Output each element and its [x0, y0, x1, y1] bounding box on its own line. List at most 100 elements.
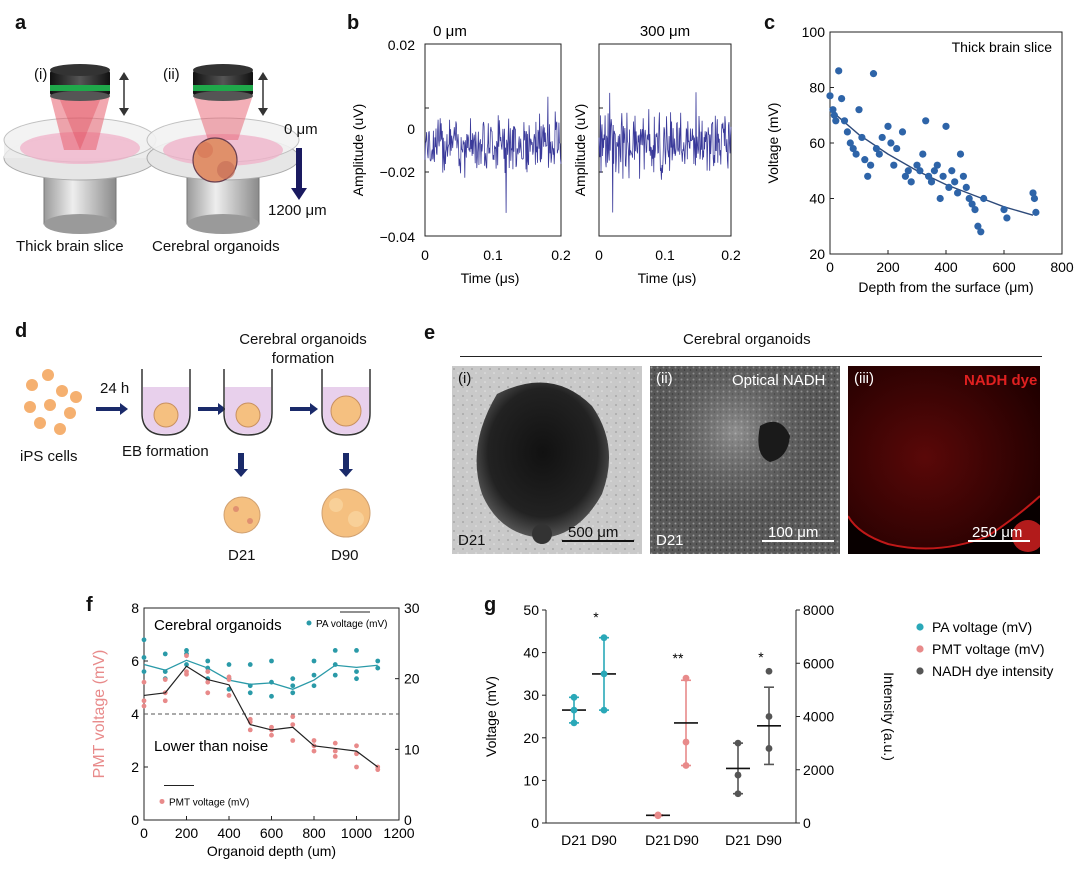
f-pmt-point — [162, 698, 168, 704]
b-xlabel-right: Time (μs) — [638, 270, 697, 286]
c-data-point — [919, 150, 927, 158]
c-data-point — [867, 161, 875, 169]
c-data-point — [942, 122, 950, 130]
g-ytick-right-label: 4000 — [803, 709, 834, 725]
f-pa-point — [184, 662, 189, 667]
f-pa-point — [226, 662, 232, 667]
c-data-point — [878, 133, 886, 142]
f-pa-line — [143, 659, 378, 690]
d-d21: D21 — [228, 547, 256, 564]
f-pmt-point — [332, 748, 338, 754]
c-data-point — [956, 150, 965, 158]
f-pa-point — [269, 693, 274, 699]
f-pa-point — [332, 672, 338, 678]
f-pa-point — [290, 690, 296, 696]
f-ytick-right-label: 0 — [404, 812, 412, 828]
c-data-point — [884, 122, 892, 130]
g-category-label: D90 — [756, 832, 782, 848]
g-legend-label: PA voltage (mV) — [932, 619, 1032, 635]
c-data-point — [832, 117, 840, 125]
panel-d-illustration — [24, 369, 371, 538]
c-data-point — [890, 161, 898, 169]
f-pmt-point — [354, 764, 359, 770]
f-pmt-point — [205, 679, 211, 685]
ips-cells — [24, 369, 82, 435]
f-pa-point — [141, 669, 147, 674]
f-pa-point — [205, 658, 211, 664]
f-ytick-right-label: 30 — [404, 600, 420, 616]
d-title: Cerebral organoids formation — [239, 331, 367, 367]
e-day-ii: D21 — [656, 532, 684, 549]
f-pmt-point — [290, 738, 296, 743]
f-pmt-point — [226, 674, 232, 680]
e-optical-label: Optical NADH — [732, 372, 826, 389]
f-pa-point — [354, 648, 359, 653]
g-data-point — [570, 693, 578, 701]
f-pmt-point — [332, 754, 338, 759]
f-pa-point — [247, 662, 253, 667]
b-ytick-4: −0.04 — [380, 229, 416, 245]
c-data-point — [945, 183, 953, 191]
g-ytick-label: 50 — [523, 602, 539, 618]
f-ytick-label: 0 — [131, 812, 139, 828]
d-eb: EB formation — [122, 443, 209, 460]
f-ytick-right-label: 20 — [404, 671, 420, 687]
f-pmt-point — [184, 653, 189, 659]
f-ytick-label: 6 — [131, 653, 139, 669]
panel-label-g: g — [484, 594, 497, 616]
g-data-point — [654, 811, 662, 819]
f-legend-pmt: PMT voltage (mV) — [169, 797, 249, 808]
c-xlabel: Depth from the surface (μm) — [858, 279, 1033, 295]
e-sub-iii: (iii) — [854, 370, 874, 387]
c-data-point — [977, 228, 985, 236]
c-xtick-label: 800 — [1050, 259, 1074, 275]
c-data-point — [838, 95, 846, 103]
b-ytick-2: 0 — [407, 121, 415, 137]
g-legend-marker — [916, 623, 924, 631]
f-pa-point — [247, 690, 253, 696]
g-ytick-right-label: 8000 — [803, 602, 834, 618]
c-data-point — [980, 194, 988, 203]
c-data-point — [933, 161, 941, 169]
g-significance: ** — [673, 650, 684, 666]
c-ytick-label: 80 — [809, 80, 825, 96]
f-pmt-point — [141, 698, 147, 704]
c-data-point — [869, 70, 878, 78]
f-pa-point — [184, 648, 189, 653]
c-data-point — [1030, 194, 1039, 203]
d-d90: D90 — [331, 547, 359, 564]
f-xtick-label: 400 — [217, 825, 241, 841]
f-annotation-top: Cerebral organoids — [154, 617, 282, 634]
b-xtick-l2: 0.2 — [551, 247, 571, 263]
panel-label-c: c — [764, 12, 776, 34]
f-pa-point — [162, 651, 168, 657]
f-pmt-point — [141, 679, 147, 685]
e-day-i: D21 — [458, 532, 486, 549]
depth-top-label: 0 μm — [284, 121, 318, 138]
f-pa-point — [311, 658, 317, 664]
f-xtick-label: 1000 — [341, 825, 372, 841]
f-pa-point — [375, 665, 381, 671]
b-xtick-r1: 0.1 — [655, 247, 675, 263]
g-ytick-label: 20 — [523, 730, 539, 746]
f-pa-point — [290, 676, 296, 682]
f-pmt-point — [162, 677, 168, 682]
e-scale-ii: 100 μm — [768, 524, 819, 541]
b-title-left: 0 μm — [433, 23, 467, 40]
panel-label-b: b — [347, 12, 360, 34]
g-legend-marker — [916, 667, 924, 675]
g-category-label: D21 — [725, 832, 751, 848]
f-pmt-line — [143, 665, 379, 768]
panel-g-chart: 0 10 20 30 40 50 0 2000 4000 6000 8000 Voltage (mV)… — [483, 602, 1053, 848]
c-data-point — [835, 67, 843, 75]
f-pa-point — [269, 658, 274, 664]
label-i: (i) — [34, 66, 48, 83]
c-data-point — [855, 106, 863, 114]
g-legend-label: PMT voltage (mV) — [932, 641, 1045, 657]
g-data-point — [734, 739, 742, 747]
f-pmt-point — [332, 740, 338, 746]
c-data-point — [904, 167, 912, 175]
c-data-point — [872, 144, 880, 153]
c-data-point — [922, 117, 930, 125]
e-image-brightfield: (i) D21 500 μm — [452, 366, 642, 554]
